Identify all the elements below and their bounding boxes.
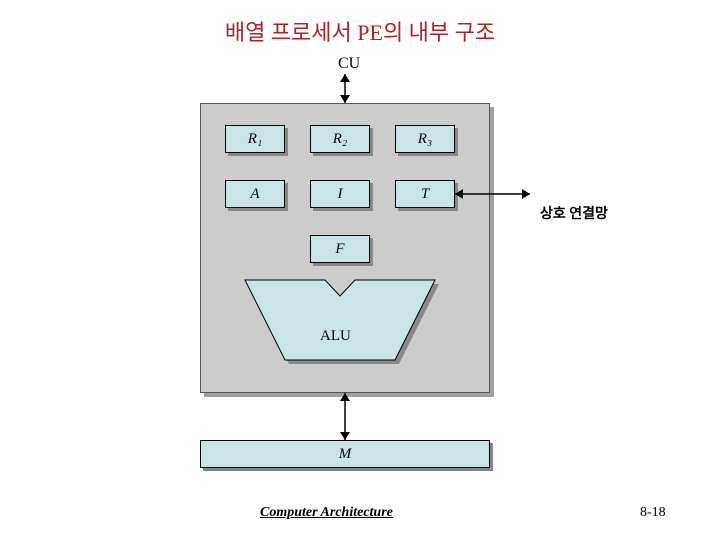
arrow-t-interconnect-head-right: [522, 189, 530, 199]
slide: { "title": { "text": "배열 프로세서 PE의 내부 구조"…: [0, 0, 720, 540]
register-r3: R₃: [395, 125, 455, 153]
register-r2: R₂: [310, 125, 370, 153]
register-r1: R₁: [225, 125, 285, 153]
register-i: I: [310, 180, 370, 208]
slide-title: 배열 프로세서 PE의 내부 구조: [0, 15, 720, 47]
register-t: T: [395, 180, 455, 208]
arrow-pe-mem-head-down: [340, 432, 350, 440]
arrow-cu-pe-head-down: [340, 95, 350, 103]
cu-label: CU: [338, 55, 360, 73]
memory-box: M: [200, 440, 490, 468]
register-a: A: [225, 180, 285, 208]
footer-page-number: 8-18: [640, 505, 666, 521]
register-f: F: [310, 235, 370, 263]
interconnect-label: 상호 연결망: [540, 203, 608, 223]
footer-center: Computer Architecture: [260, 505, 393, 521]
arrow-cu-pe-head-up: [340, 74, 350, 82]
